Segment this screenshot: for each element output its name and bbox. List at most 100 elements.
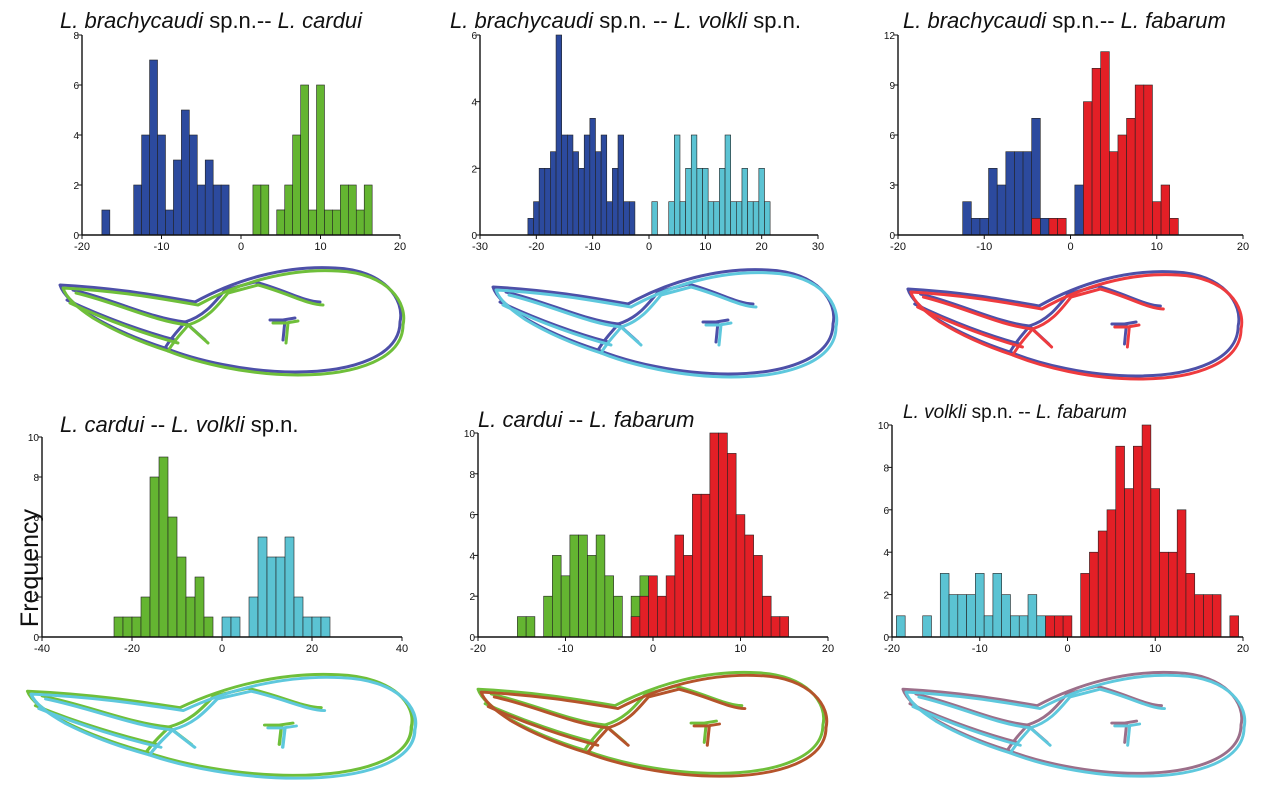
y-tick-label: 2 [471,164,477,175]
panel-title-part: L. cardui [278,8,363,33]
histogram-bar [617,134,624,236]
histogram-bar [630,616,641,638]
histogram-bar [685,168,692,236]
histogram-bar [613,595,623,638]
wing-outline-pair [906,270,1244,381]
wing-vein [498,300,610,344]
histogram-bar [260,184,270,236]
histogram-bar [1133,445,1143,638]
histogram-bar [113,616,124,638]
histogram-bar [741,168,748,236]
wing-outline [479,673,829,778]
histogram-bar [1010,615,1020,638]
wing-vein [921,287,1165,357]
y-tick-label: 0 [883,633,889,644]
histogram-bar [709,432,719,638]
histogram-bar [600,134,608,236]
bar-series [962,118,1084,236]
wing-outline-pair [476,670,829,778]
y-tick-label: 10 [878,421,890,432]
y-tick-label: 4 [469,551,475,562]
bar-series [1045,424,1239,638]
histogram-bar [324,209,333,236]
histogram-bar [1022,151,1032,236]
x-tick-label: -20 [74,241,90,253]
bar-series [527,34,636,236]
histogram-bar [332,209,341,236]
panel-title: L. brachycaudi sp.n. -- L. volkli sp.n. [450,8,801,33]
y-tick-label: 8 [469,470,475,481]
histogram-bar [140,596,151,638]
histogram-bar [311,616,322,638]
histogram-bar [1040,218,1050,236]
histogram-bar [578,168,585,236]
y-tick-label: 6 [889,131,895,142]
panel-title-part: L. fabarum [1121,8,1226,33]
y-tick-label: 0 [471,231,477,242]
panel-title: L. cardui -- L. volkli sp.n. [60,412,298,437]
x-tick-label: 20 [1237,643,1249,655]
histogram-bar [221,616,232,638]
histogram-bar [122,616,133,638]
wing-outline [904,673,1247,778]
y-tick-label: 10 [28,433,40,444]
x-tick-label: 0 [238,241,244,253]
histogram-bar [707,201,715,236]
histogram-bar [966,594,976,638]
wing-vein [37,707,163,749]
histogram-bar [623,201,630,236]
histogram-bar [527,218,534,236]
histogram-bar [572,151,579,236]
panel-title-part: sp.n. -- [593,8,674,33]
histogram-bar [158,456,169,638]
bar-series [517,534,649,638]
wing-vein [61,269,406,377]
histogram-bar [230,616,241,638]
histogram-bar [204,159,214,236]
x-tick-label: -10 [585,241,601,253]
histogram-bar [560,575,571,638]
histogram-bar [595,534,606,638]
y-tick-label: 6 [883,506,889,517]
histogram-bar [657,595,667,638]
histogram-bar [1160,184,1170,236]
histogram-bar [555,34,562,236]
panel-title-part: L. volkli [674,8,748,33]
y-tick-label: 9 [889,81,895,92]
histogram-bar [194,576,205,638]
panel-title: L. brachycaudi sp.n.-- L. cardui [60,8,363,33]
panel-title: L. cardui -- L. fabarum [478,407,694,432]
wing-vein [479,673,829,778]
histogram-bar [133,184,142,236]
histogram-bar [248,596,259,638]
y-tick-label: 12 [884,31,896,42]
x-tick-label: 10 [314,241,326,253]
panel-title-part: sp.n. -- [966,402,1036,423]
histogram-bar [1106,509,1117,638]
wing-vein [908,702,1019,744]
histogram-panel: L. volkli sp.n. -- L. fabarum-20 -10 0 10 20… [878,402,1249,778]
y-tick-label: 2 [33,593,39,604]
wing-vein [29,675,418,780]
histogram-bar [1143,84,1153,236]
histogram-bar [544,168,551,236]
y-axis-label: Frequency [16,508,44,627]
histogram-bar [141,134,150,236]
histogram-bar [212,184,222,236]
wing-outline [29,675,418,780]
panel-title-part: -- [562,407,589,432]
histogram-bar [1229,615,1239,638]
histogram-bar [203,616,214,638]
histogram-bar [1091,68,1101,236]
wing-vein [917,687,1166,755]
histogram-bar [651,201,658,236]
histogram-bar [1054,615,1064,638]
histogram-bar [971,218,981,236]
histogram-bar [189,134,198,236]
histogram-bar [533,201,540,236]
x-tick-label: 10 [734,643,746,655]
panel-title-part: L. cardui [60,412,145,437]
x-tick-label: 20 [306,643,318,655]
x-tick-label: -10 [154,241,170,253]
histogram-bar [665,575,676,638]
